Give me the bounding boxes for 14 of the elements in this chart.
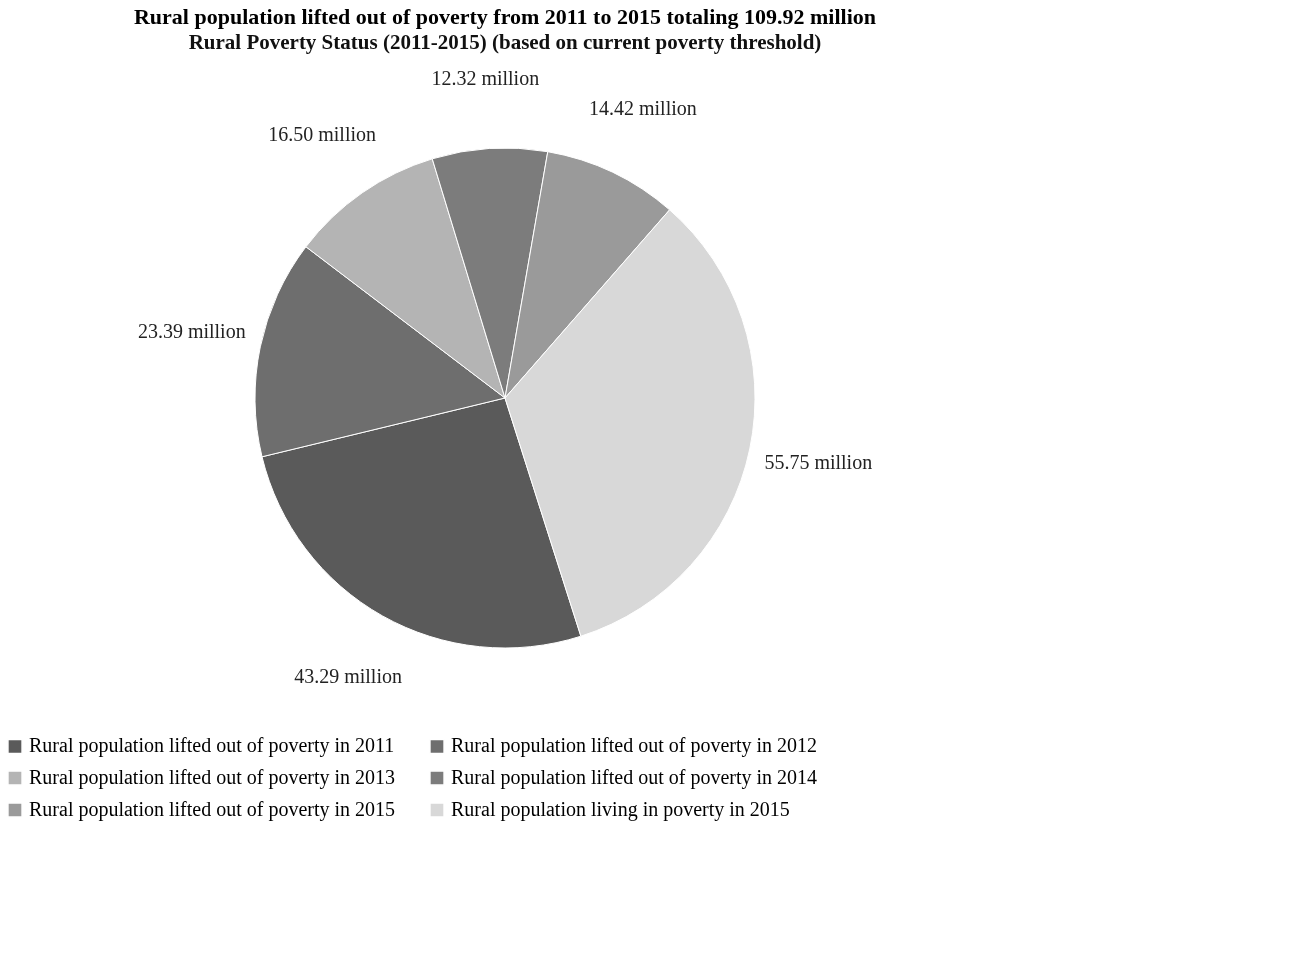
data-label: 16.50 million [268, 123, 377, 146]
data-label: 43.29 million [294, 664, 402, 687]
data-label: 14.42 million [588, 97, 697, 120]
legend-label: Rural population lifted out of poverty in 2012 [451, 734, 818, 758]
legend-label: Rural population lifted out of poverty in 2011 [29, 734, 395, 758]
legend-label: Rural population living in poverty in 2015 [451, 798, 790, 821]
chart-subtitle: Rural Poverty Status (2011-2015) (based on current poverty threshold) [188, 29, 822, 54]
data-label: 23.39 million [137, 320, 246, 343]
legend-label: Rural population lifted out of poverty in 2013 [29, 766, 396, 789]
data-label: 12.32 million [431, 66, 540, 89]
chart-title: Rural population lifted out of poverty from 2011 to 2015 totaling 109.92 million [133, 3, 877, 29]
data-label: 55.75 million [764, 451, 873, 474]
legend-label: Rural population lifted out of poverty in 2015 [29, 798, 396, 821]
legend-label: Rural population lifted out of poverty in 2014 [451, 766, 818, 789]
